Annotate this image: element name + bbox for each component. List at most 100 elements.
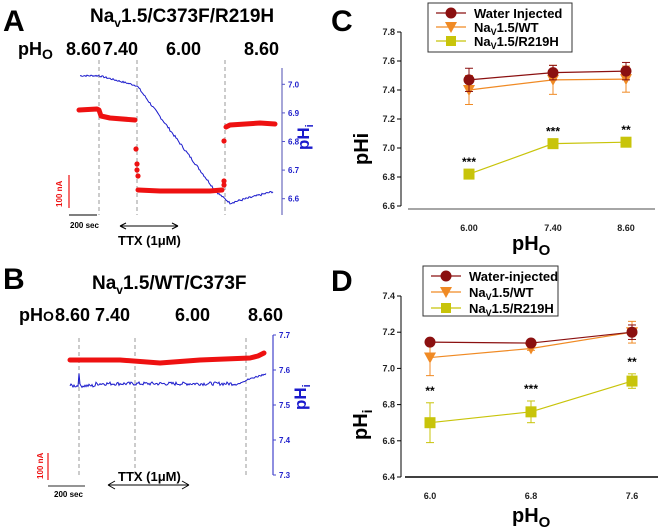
panel-d-x-tick-label: 6.0 — [424, 491, 437, 501]
panel-b-seg-2: 7.40 — [95, 305, 130, 325]
panel-a-current-dots — [133, 138, 227, 188]
panel-c-point-water — [620, 65, 632, 77]
panel-b-pho-label: pHO — [19, 305, 54, 325]
panel-a-title: Nav1.5/C373F/R219H — [90, 6, 274, 30]
panel-d-legend-marker-water — [440, 270, 452, 282]
panel-c: C 7.8 7.6 7.4 7.2 7.0 6.8 6.6 6.00 7.40 8.60 pHO pH… — [331, 2, 655, 259]
panel-a-right-tick-label: 6.6 — [288, 195, 300, 204]
panel-d-significance: ** — [627, 355, 637, 369]
panel-b: B Nav1.5/WT/C373F pHO 8.60 7.40 6.00 8.6… — [3, 263, 313, 499]
panel-a-current-point — [133, 146, 139, 152]
panel-a-right-tick-label: 6.9 — [288, 109, 300, 118]
panel-b-seg-1: 8.60 — [55, 305, 90, 325]
panel-a-right-ticks: 6.6 6.7 6.8 6.9 7.0 — [282, 80, 300, 204]
panel-d-legend-label: Water-injected — [469, 269, 558, 284]
panel-a-right-tick-label: 6.8 — [288, 138, 300, 147]
panel-b-seg-3: 6.00 — [175, 305, 210, 325]
panel-a-ttx-arrowheads — [119, 222, 179, 230]
panel-c-x-tick-label: 6.00 — [460, 223, 478, 233]
panel-d-significance: ** — [425, 384, 435, 398]
panel-d-y-tick-label: 7.0 — [382, 363, 395, 373]
panel-a: A Nav1.5/C373F/R219H pHO 8.60 7.40 6.00 … — [3, 5, 316, 248]
panel-d-x-axis-label: pHO — [512, 505, 551, 530]
panel-a-seg-2: 7.40 — [103, 39, 138, 59]
panel-c-legend-label: NaV1.5/R219H — [474, 34, 559, 51]
panel-c-legend-label: Water Injected — [474, 6, 562, 21]
panel-d-x-tick-label: 7.6 — [626, 491, 639, 501]
panel-d-y-tick-label: 6.8 — [382, 400, 395, 410]
panel-b-ttx-label: TTX (1μM) — [118, 469, 181, 484]
panel-b-title: Nav1.5/WT/C373F — [92, 273, 247, 297]
panel-a-right-tick-label: 6.7 — [288, 166, 300, 175]
panel-d-point-water — [525, 337, 537, 349]
panel-a-pho-label: pHO — [18, 39, 53, 62]
panel-c-x-tick-label: 7.40 — [544, 223, 562, 233]
panel-d-legend-marker-wt — [440, 287, 452, 298]
panel-c-significance: *** — [462, 155, 476, 169]
panel-d-point-r219h — [626, 375, 638, 387]
panel-c-y-tick-label: 6.6 — [382, 201, 395, 211]
panel-c-significance: ** — [621, 123, 631, 137]
panel-b-right-tick-label: 7.3 — [279, 471, 291, 480]
panel-a-current-point — [135, 173, 141, 179]
panel-b-right-tick-label: 7.7 — [279, 331, 291, 340]
panel-c-point-water — [547, 67, 559, 79]
panel-d-legend-label: NaV1.5/R219H — [469, 301, 554, 318]
panel-c-point-r219h — [620, 136, 632, 148]
panel-b-time-scale-label: 200 sec — [54, 490, 83, 499]
panel-c-y-axis-label: pHi — [351, 133, 373, 165]
panel-b-right-tick-label: 7.6 — [279, 366, 291, 375]
panel-letter-d: D — [331, 265, 353, 298]
panel-a-seg-3: 6.00 — [166, 39, 201, 59]
panel-a-right-tick-label: 7.0 — [288, 80, 300, 89]
panel-c-legend-marker-r219h — [446, 36, 456, 46]
panel-c-x-axis-label: pHO — [512, 233, 551, 259]
panel-c-y-tick-label: 7.6 — [382, 56, 395, 66]
panel-a-current-point — [221, 182, 227, 188]
panel-c-legend-label: NaV1.5/WT — [474, 20, 539, 37]
panel-c-point-r219h — [463, 168, 475, 180]
panel-c-point-water — [463, 74, 475, 86]
panel-c-y-tick-label: 7.0 — [382, 143, 395, 153]
panel-d-legend-label: NaV1.5/WT — [469, 285, 534, 302]
panel-c-significance: *** — [546, 125, 560, 139]
panel-a-current-point — [134, 161, 140, 167]
panel-a-current-trace — [76, 106, 278, 194]
panel-d-point-wt — [424, 352, 436, 364]
panel-b-ttx-arrowheads — [107, 480, 190, 490]
panel-a-current-scale-label: 100 nA — [55, 181, 64, 207]
panel-d-x-tick-label: 6.8 — [525, 491, 538, 501]
panel-a-ttx-label: TTX (1μM) — [118, 233, 181, 248]
panel-c-point-r219h — [547, 138, 559, 150]
panel-c-series-line — [468, 78, 627, 91]
panel-b-right-tick-label: 7.5 — [279, 401, 291, 410]
panel-c-legend-marker-wt — [445, 22, 457, 33]
panel-c-y-tick-label: 6.8 — [382, 172, 395, 182]
panel-d-point-water — [424, 336, 436, 348]
panel-d-y-tick-label: 6.6 — [382, 436, 395, 446]
panel-b-current-scale-label: 100 nA — [36, 453, 45, 479]
panel-b-phi-trace — [69, 373, 267, 389]
panel-d-y-tick-label: 7.4 — [382, 291, 395, 301]
panel-a-seg-4: 8.60 — [244, 39, 279, 59]
panel-a-phi-trace — [79, 74, 274, 205]
panel-a-seg-1: 8.60 — [66, 39, 101, 59]
panel-b-right-ticks: 7.3 7.4 7.5 7.6 7.7 — [273, 331, 291, 480]
panel-d-point-r219h — [424, 417, 436, 429]
panel-letter-c: C — [331, 5, 353, 38]
panel-d-point-water — [626, 326, 638, 338]
panel-c-x-tick-label: 8.60 — [617, 223, 635, 233]
panel-letter-b: B — [3, 263, 25, 296]
panel-letter-a: A — [3, 5, 25, 38]
panel-c-y-tick-label: 7.4 — [382, 85, 395, 95]
panel-c-y-tick-label: 7.2 — [382, 114, 395, 124]
panel-a-current-point — [221, 138, 227, 144]
panel-d-y-tick-label: 7.2 — [382, 327, 395, 337]
panel-a-current-point — [221, 178, 227, 184]
panel-d-y-axis-label: pHi — [350, 409, 375, 440]
panel-b-right-axis-label: pHi — [291, 384, 313, 410]
panel-b-current-trace — [67, 350, 267, 366]
panel-c-y-tick-label: 7.8 — [382, 27, 395, 37]
